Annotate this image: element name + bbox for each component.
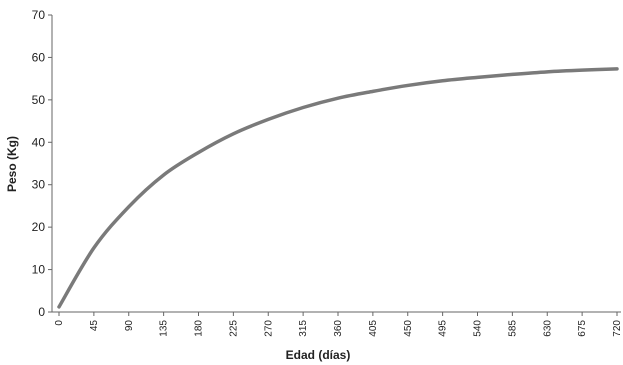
plot-area: 0 10 20 30 40 50 60 70 0 45 90 135 180 225 270 315 360 4… (32, 8, 623, 337)
y-axis-ticks: 0 10 20 30 40 50 60 70 (32, 8, 52, 319)
x-tick-label: 90 (124, 320, 135, 332)
x-tick-label: 225 (228, 320, 239, 337)
x-tick-label: 675 (577, 320, 588, 337)
y-tick-label: 70 (32, 8, 46, 22)
x-axis-title: Edad (días) (286, 348, 351, 362)
x-axis-ticks: 0 45 90 135 180 225 270 315 360 405 450 495 540 585 63… (54, 312, 623, 337)
x-tick-label: 0 (54, 320, 65, 326)
series-layer (57, 67, 619, 309)
x-tick-label: 135 (159, 320, 170, 337)
y-tick-label: 0 (38, 305, 45, 319)
x-tick-label: 360 (333, 320, 344, 337)
x-tick-label: 180 (194, 320, 205, 337)
x-tick-label: 270 (263, 320, 274, 337)
y-tick-label: 10 (32, 263, 46, 277)
y-axis-title: Peso (Kg) (5, 136, 19, 192)
y-tick-label: 60 (32, 50, 46, 64)
y-tick-label: 20 (32, 220, 46, 234)
x-tick-label: 585 (507, 320, 518, 337)
x-tick-label: 495 (438, 320, 449, 337)
x-tick-label: 450 (403, 320, 414, 337)
series-line (57, 67, 619, 309)
x-tick-label: 315 (298, 320, 309, 337)
x-tick-label: 720 (612, 320, 623, 337)
x-tick-label: 630 (542, 320, 553, 337)
x-tick-label: 540 (473, 320, 484, 337)
x-tick-label: 405 (368, 320, 379, 337)
y-tick-label: 30 (32, 178, 46, 192)
y-tick-label: 50 (32, 93, 46, 107)
y-tick-label: 40 (32, 135, 46, 149)
x-tick-label: 45 (89, 320, 100, 332)
